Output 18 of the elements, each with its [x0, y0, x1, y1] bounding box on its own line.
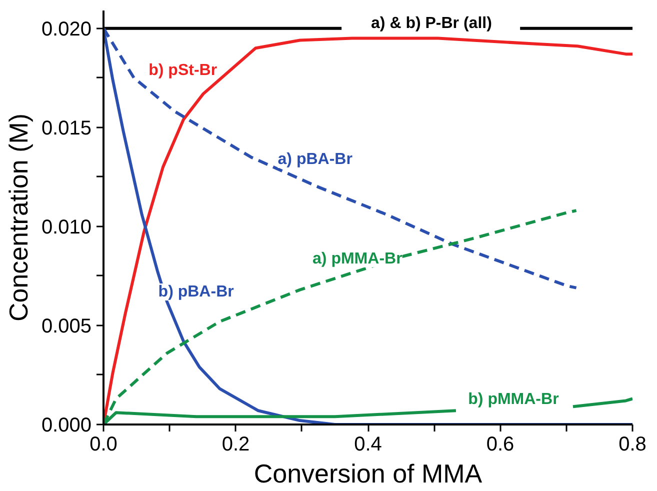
y-tick-label: 0.015: [41, 117, 92, 140]
x-tick-label: 0.8: [618, 434, 646, 456]
x-tick-label: 0.6: [486, 434, 514, 456]
y-tick-label: 0.010: [41, 216, 92, 238]
x-axis-title: Conversion of MMA: [254, 458, 483, 488]
annotation: a) pBA-Br: [278, 151, 352, 168]
x-tick-label: 0.4: [354, 434, 382, 456]
y-axis-title: Concentration (M): [3, 113, 34, 322]
annotation: a) & b) P-Br (all): [371, 15, 492, 32]
annotation: b) pBA-Br: [158, 284, 234, 301]
annotation: b) pSt-Br: [148, 62, 218, 80]
annotation: a) pMMA-Br: [312, 250, 402, 268]
y-tick-label: 0.005: [41, 315, 92, 338]
y-tick-label: 0.000: [41, 414, 92, 436]
x-tick-label: 0.2: [222, 434, 250, 456]
annotation: b) pMMA-Br: [468, 391, 559, 408]
x-tick-label: 0.0: [90, 434, 118, 456]
y-tick-label: 0.020: [41, 18, 92, 40]
